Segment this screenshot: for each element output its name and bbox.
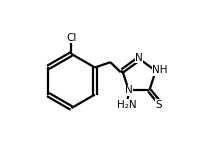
Text: NH: NH: [153, 65, 168, 75]
Text: N: N: [135, 53, 143, 63]
Text: N: N: [125, 85, 133, 95]
Text: H₂N: H₂N: [117, 100, 136, 110]
Text: Cl: Cl: [66, 33, 77, 43]
Text: S: S: [156, 100, 162, 110]
